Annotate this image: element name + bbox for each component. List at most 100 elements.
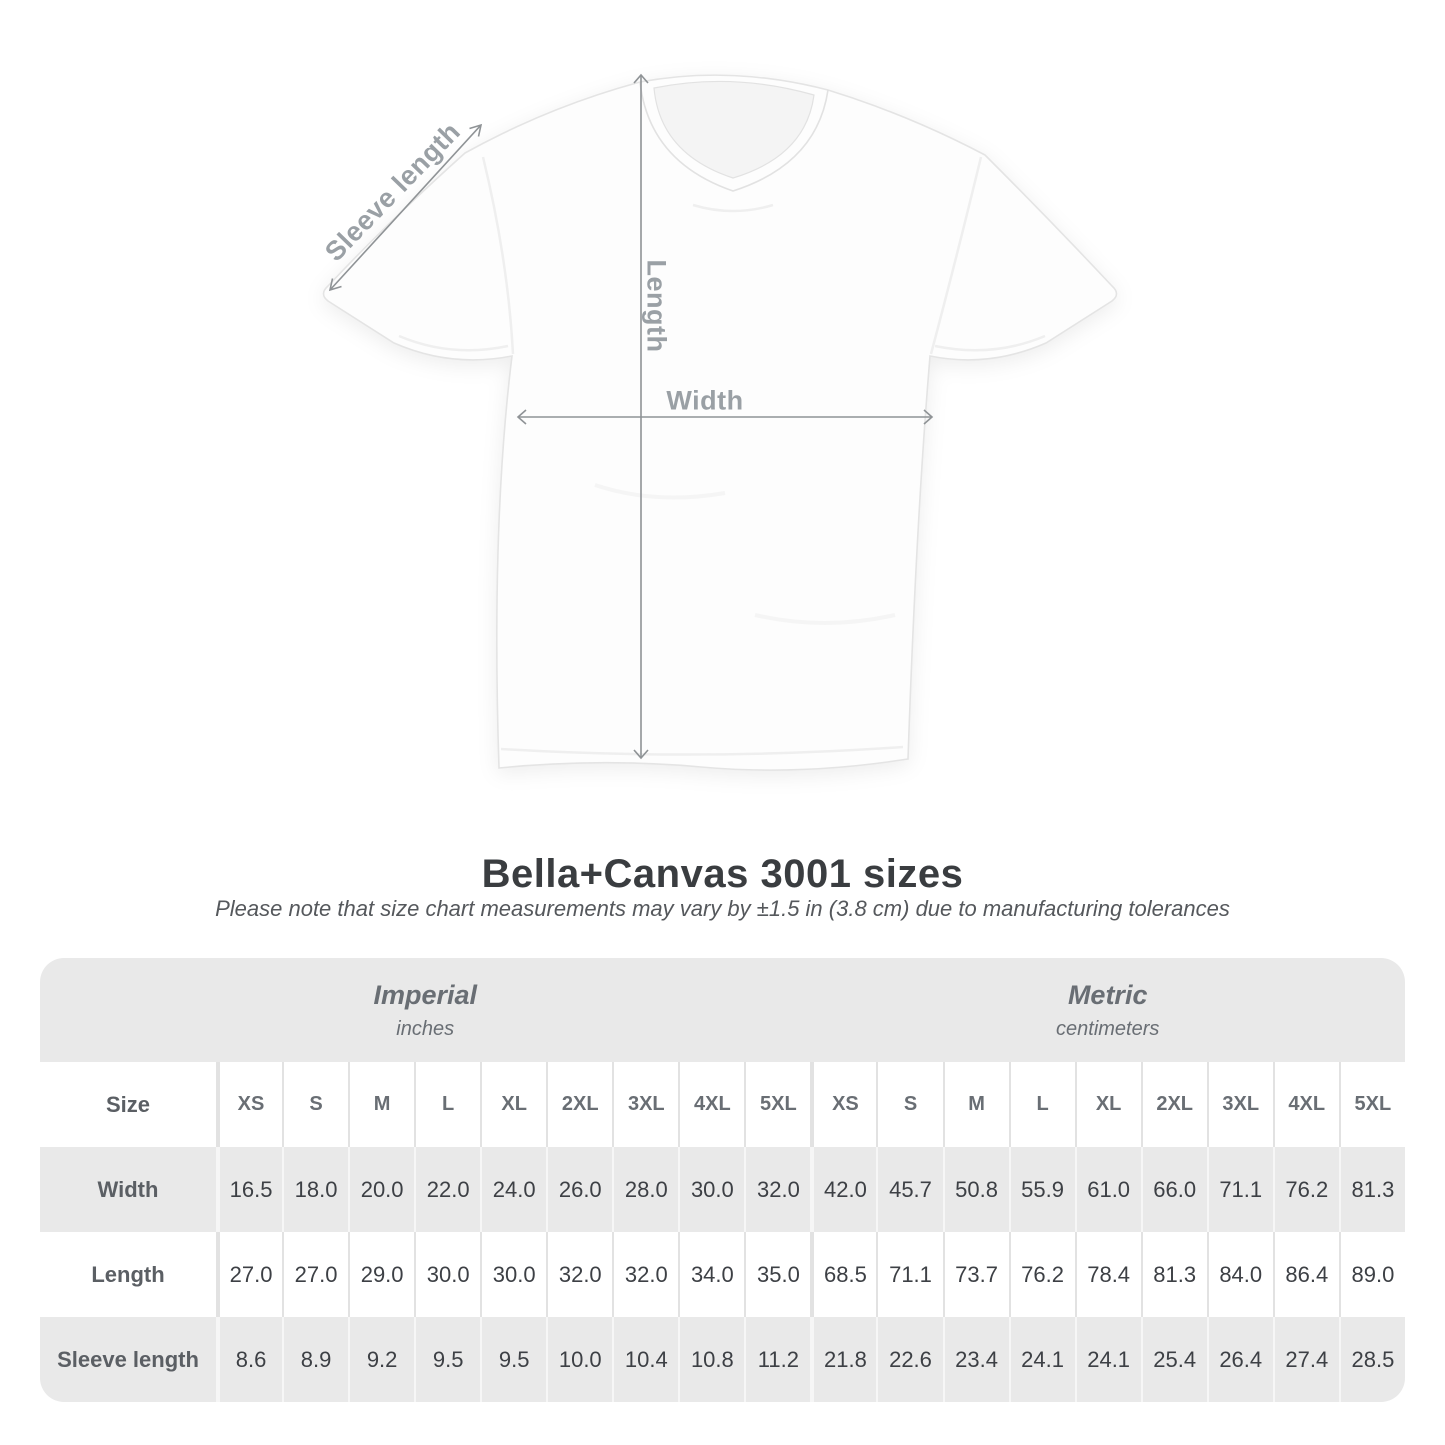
table-cell: 26.0 <box>546 1147 613 1232</box>
table-cell: 86.4 <box>1272 1232 1339 1317</box>
table-cell: 71.1 <box>876 1232 943 1317</box>
table-cell: 24.0 <box>480 1147 547 1232</box>
table-cell: 8.9 <box>282 1317 349 1402</box>
table-cell: 68.5 <box>810 1232 877 1317</box>
table-cell: 21.8 <box>810 1317 877 1402</box>
size-header-imperial-m: M <box>348 1062 415 1147</box>
size-header-imperial-3xl: 3XL <box>612 1062 679 1147</box>
size-header-metric-4xl: 4XL <box>1272 1062 1339 1147</box>
table-cell: 73.7 <box>942 1232 1009 1317</box>
size-header-metric-xs: XS <box>810 1062 877 1147</box>
table-cell: 10.8 <box>678 1317 745 1402</box>
table-cell: 24.1 <box>1008 1317 1075 1402</box>
table-cell: 9.5 <box>414 1317 481 1402</box>
size-header-imperial-l: L <box>414 1062 481 1147</box>
table-cell: 30.0 <box>480 1232 547 1317</box>
table-cell: 81.3 <box>1338 1147 1405 1232</box>
table-cell: 27.4 <box>1272 1317 1339 1402</box>
row-label: Sleeve length <box>40 1317 216 1402</box>
table-cell: 24.1 <box>1074 1317 1141 1402</box>
table-cell: 30.0 <box>678 1147 745 1232</box>
unit-group-row: Imperial inches Metric centimeters <box>40 958 1405 1062</box>
table-cell: 32.0 <box>744 1147 811 1232</box>
size-header-metric-2xl: 2XL <box>1140 1062 1207 1147</box>
imperial-group-header: Imperial inches <box>40 958 811 1062</box>
table-row: Width 16.5 18.0 20.0 22.0 24.0 26.0 28.0 30.0 32.… <box>40 1147 1405 1232</box>
arrowhead-icon <box>633 749 649 760</box>
table-cell: 84.0 <box>1206 1232 1273 1317</box>
size-header-metric-3xl: 3XL <box>1206 1062 1273 1147</box>
table-cell: 32.0 <box>612 1232 679 1317</box>
table-cell: 42.0 <box>810 1147 877 1232</box>
imperial-unit: inches <box>396 1017 455 1040</box>
size-table: Imperial inches Metric centimeters Size X… <box>40 958 1405 1402</box>
table-cell: 55.9 <box>1008 1147 1075 1232</box>
page-title: Bella+Canvas 3001 sizes <box>481 852 964 896</box>
table-cell: 35.0 <box>744 1232 811 1317</box>
table-cell: 32.0 <box>546 1232 613 1317</box>
metric-group-header: Metric centimeters <box>810 958 1405 1062</box>
size-header-row: Size XS S M L XL 2XL 3XL 4XL 5XL XS S M L XL 2XL 3XL 4XL 5… <box>40 1062 1405 1147</box>
imperial-label: Imperial <box>373 979 477 1010</box>
table-cell: 27.0 <box>282 1232 349 1317</box>
size-header-metric-l: L <box>1008 1062 1075 1147</box>
table-cell: 50.8 <box>942 1147 1009 1232</box>
size-header-imperial-s: S <box>282 1062 349 1147</box>
tolerance-note: Please note that size chart measurements… <box>215 896 1230 921</box>
arrowhead-icon <box>328 278 342 292</box>
size-header-imperial-xs: XS <box>216 1062 283 1147</box>
length-label: Length <box>641 259 672 353</box>
table-cell: 45.7 <box>876 1147 943 1232</box>
size-table-container: Imperial inches Metric centimeters Size X… <box>40 958 1405 1402</box>
measurement-arrows <box>328 73 934 760</box>
table-cell: 22.0 <box>414 1147 481 1232</box>
table-cell: 9.2 <box>348 1317 415 1402</box>
tshirt-diagram <box>295 55 1155 825</box>
table-cell: 23.4 <box>942 1317 1009 1402</box>
table-cell: 18.0 <box>282 1147 349 1232</box>
arrowhead-icon <box>633 73 649 84</box>
table-cell: 26.4 <box>1206 1317 1273 1402</box>
table-cell: 10.4 <box>612 1317 679 1402</box>
table-cell: 78.4 <box>1074 1232 1141 1317</box>
table-cell: 22.6 <box>876 1317 943 1402</box>
sleeve-length-arrow <box>329 124 482 291</box>
table-cell: 89.0 <box>1338 1232 1405 1317</box>
tshirt-graphic <box>322 74 1118 771</box>
table-cell: 16.5 <box>216 1147 283 1232</box>
metric-unit: centimeters <box>1056 1017 1160 1040</box>
size-header-metric-s: S <box>876 1062 943 1147</box>
table-cell: 28.5 <box>1338 1317 1405 1402</box>
size-header-imperial-5xl: 5XL <box>744 1062 811 1147</box>
table-cell: 28.0 <box>612 1147 679 1232</box>
size-header-imperial-4xl: 4XL <box>678 1062 745 1147</box>
table-cell: 76.2 <box>1008 1232 1075 1317</box>
table-cell: 71.1 <box>1206 1147 1273 1232</box>
size-header-metric-m: M <box>942 1062 1009 1147</box>
table-cell: 81.3 <box>1140 1232 1207 1317</box>
size-header-imperial-2xl: 2XL <box>546 1062 613 1147</box>
table-cell: 25.4 <box>1140 1317 1207 1402</box>
width-label: Width <box>666 385 744 416</box>
row-label: Length <box>40 1232 216 1317</box>
size-column-header: Size <box>40 1062 216 1147</box>
arrowhead-icon <box>923 409 934 425</box>
size-header-imperial-xl: XL <box>480 1062 547 1147</box>
table-cell: 66.0 <box>1140 1147 1207 1232</box>
arrowhead-icon <box>469 123 483 137</box>
table-row: Sleeve length 8.6 8.9 9.2 9.5 9.5 10.0 10.4 10.8… <box>40 1317 1405 1402</box>
table-cell: 76.2 <box>1272 1147 1339 1232</box>
table-cell: 20.0 <box>348 1147 415 1232</box>
table-cell: 11.2 <box>744 1317 811 1402</box>
table-cell: 9.5 <box>480 1317 547 1402</box>
table-row: Length 27.0 27.0 29.0 30.0 30.0 32.0 32.0 34.0 35… <box>40 1232 1405 1317</box>
table-cell: 10.0 <box>546 1317 613 1402</box>
row-label: Width <box>40 1147 216 1232</box>
table-cell: 29.0 <box>348 1232 415 1317</box>
table-cell: 27.0 <box>216 1232 283 1317</box>
tshirt-image <box>322 73 1118 771</box>
table-cell: 8.6 <box>216 1317 283 1402</box>
metric-label: Metric <box>1067 979 1148 1010</box>
table-cell: 30.0 <box>414 1232 481 1317</box>
